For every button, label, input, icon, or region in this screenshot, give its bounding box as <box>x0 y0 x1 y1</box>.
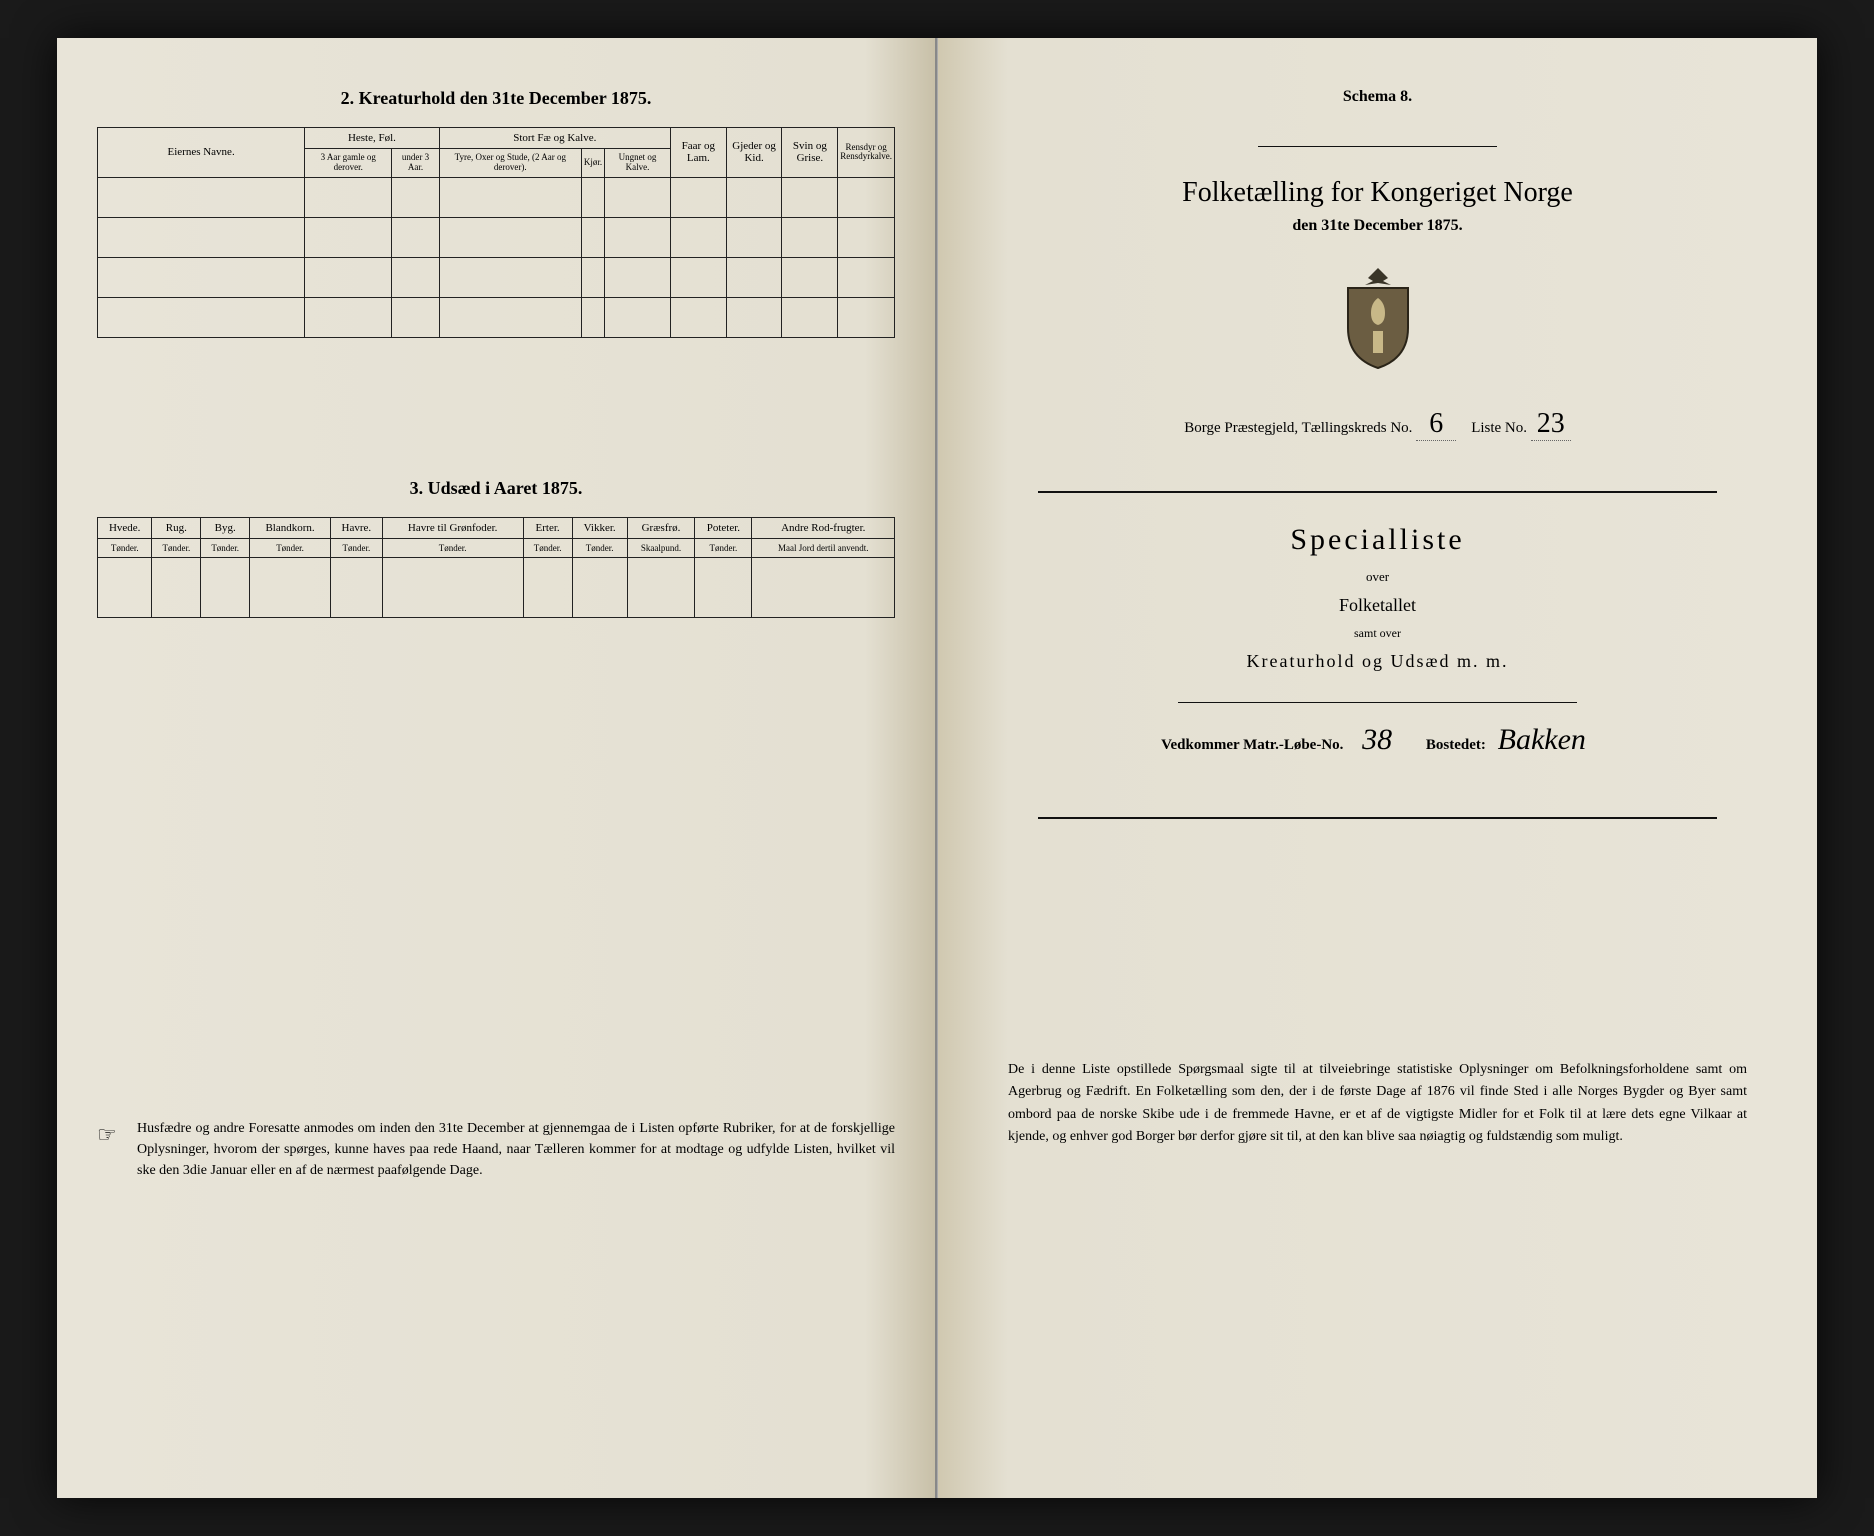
footnote: ☞ Husfædre og andre Foresatte anmodes om… <box>97 1118 895 1181</box>
section2-title: 2. Kreaturhold den 31te December 1875. <box>97 88 895 109</box>
seed-col: Havre til Grønfoder. <box>382 517 523 538</box>
sub-horse2: under 3 Aar. <box>392 149 439 178</box>
specialliste-title: Specialliste <box>978 523 1777 557</box>
grp-horses: Heste, Føl. <box>305 128 439 149</box>
table-row <box>98 177 895 217</box>
col-sheep: Faar og Lam. <box>670 128 726 178</box>
seed-unit: Tønder. <box>98 538 152 557</box>
schema-label: Schema 8. <box>978 88 1777 106</box>
bottom-paragraph: De i denne Liste opstillede Spørgsmaal s… <box>1008 1059 1747 1149</box>
col-pigs: Svin og Grise. <box>782 128 838 178</box>
book-spread: 2. Kreaturhold den 31te December 1875. E… <box>57 38 1817 1498</box>
seed-col: Vikker. <box>572 517 627 538</box>
seed-col: Græsfrø. <box>627 517 695 538</box>
right-page: Schema 8. Folketælling for Kongeriget No… <box>937 38 1817 1498</box>
over-label: over <box>978 569 1777 585</box>
matr-number: 38 <box>1347 723 1407 757</box>
seed-header-row: Hvede. Rug. Byg. Blandkorn. Havre. Havre… <box>98 517 895 538</box>
coat-of-arms-icon <box>978 263 1777 378</box>
folketallet-label: Folketallet <box>978 595 1777 616</box>
kreds-number: 6 <box>1416 408 1456 441</box>
prestegjeld-label: Borge Præstegjeld, Tællingskreds No. <box>1184 420 1412 436</box>
seed-col: Blandkorn. <box>250 517 331 538</box>
matr-label: Vedkommer Matr.-Løbe-No. <box>1161 737 1343 753</box>
livestock-table: Eiernes Navne. Heste, Føl. Stort Fæ og K… <box>97 127 895 338</box>
seed-unit: Tønder. <box>201 538 250 557</box>
seed-col: Havre. <box>331 517 383 538</box>
seed-unit: Tønder. <box>695 538 752 557</box>
seed-unit: Skaalpund. <box>627 538 695 557</box>
census-title: Folketælling for Kongeriget Norge <box>978 177 1777 209</box>
bosted-name: Bakken <box>1490 723 1594 757</box>
seed-col: Andre Rod-frugter. <box>752 517 895 538</box>
kreatur-label: Kreaturhold og Udsæd m. m. <box>978 651 1777 672</box>
left-page: 2. Kreaturhold den 31te December 1875. E… <box>57 38 937 1498</box>
property-line: Vedkommer Matr.-Løbe-No. 38 Bostedet: Ba… <box>978 723 1777 757</box>
grp-cattle: Stort Fæ og Kalve. <box>439 128 670 149</box>
seed-col: Erter. <box>523 517 572 538</box>
seed-unit: Tønder. <box>152 538 201 557</box>
seed-col: Byg. <box>201 517 250 538</box>
liste-number: 23 <box>1531 408 1571 441</box>
samt-label: samt over <box>978 626 1777 641</box>
seed-unit: Tønder. <box>523 538 572 557</box>
col-owner: Eiernes Navne. <box>98 128 305 178</box>
table-row <box>98 217 895 257</box>
seed-unit-row: Tønder. Tønder. Tønder. Tønder. Tønder. … <box>98 538 895 557</box>
seed-col: Poteter. <box>695 517 752 538</box>
parish-line: Borge Præstegjeld, Tællingskreds No. 6 L… <box>978 408 1777 441</box>
sub-cattle3: Ungnet og Kalve. <box>605 149 671 178</box>
sub-horse1: 3 Aar gamle og derover. <box>305 149 392 178</box>
col-goats: Gjeder og Kid. <box>726 128 782 178</box>
pointing-hand-icon: ☞ <box>97 1118 137 1181</box>
seed-col: Hvede. <box>98 517 152 538</box>
seed-unit: Tønder. <box>250 538 331 557</box>
footnote-text: Husfædre og andre Foresatte anmodes om i… <box>137 1118 895 1181</box>
seed-unit: Tønder. <box>572 538 627 557</box>
table-row <box>98 297 895 337</box>
liste-label: Liste No. <box>1471 420 1527 436</box>
section3-title: 3. Udsæd i Aaret 1875. <box>97 478 895 499</box>
sub-cattle1: Tyre, Oxer og Stude, (2 Aar og derover). <box>439 149 581 178</box>
seed-col: Rug. <box>152 517 201 538</box>
table-row <box>98 557 895 617</box>
seed-unit: Maal Jord dertil anvendt. <box>752 538 895 557</box>
col-rens: Rensdyr og Rensdyrkalve. <box>838 128 895 178</box>
seed-table: Hvede. Rug. Byg. Blandkorn. Havre. Havre… <box>97 517 895 618</box>
bosted-label: Bostedet: <box>1426 737 1486 753</box>
table-row <box>98 257 895 297</box>
census-date: den 31te December 1875. <box>978 217 1777 235</box>
seed-unit: Tønder. <box>382 538 523 557</box>
sub-cattle2: Kjør. <box>581 149 604 178</box>
seed-unit: Tønder. <box>331 538 383 557</box>
